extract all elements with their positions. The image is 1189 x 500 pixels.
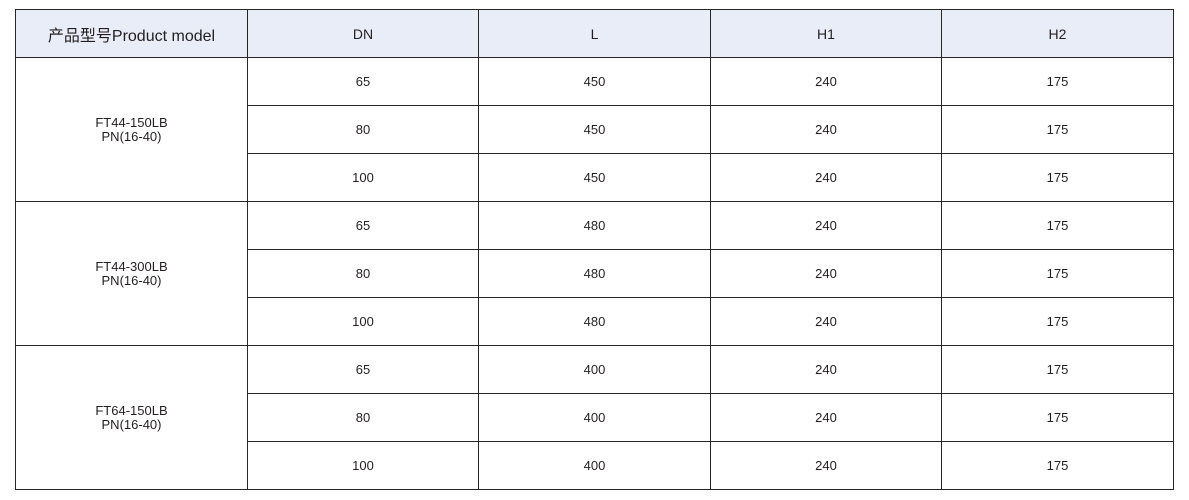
cell-h1: 240: [710, 105, 942, 154]
cell-l: 450: [478, 57, 711, 106]
cell-dn: 100: [247, 441, 479, 490]
pressure-rating: PN(16-40): [101, 416, 162, 432]
model-name: FT64-150LB: [95, 402, 168, 418]
table-row: FT44-300LB PN(16-40) 65 480 240 175: [15, 201, 1174, 346]
header-l: L: [478, 9, 711, 58]
cell-l: 480: [478, 249, 711, 298]
cell-h1: 240: [710, 249, 942, 298]
table-row: FT64-150LB PN(16-40) 65 400 240 175: [15, 345, 1174, 490]
header-product-model: 产品型号Product model: [15, 9, 248, 58]
cell-h1: 240: [710, 201, 942, 250]
cell-h1: 240: [710, 441, 942, 490]
pressure-rating: PN(16-40): [101, 128, 162, 144]
table-row: 100 400 240 175: [16, 441, 1174, 490]
cell-l: 400: [478, 393, 711, 442]
cell-h2: 175: [941, 153, 1174, 202]
cell-dn: 65: [247, 345, 479, 394]
model-name: FT44-300LB: [95, 258, 168, 274]
cell-h1: 240: [710, 57, 942, 106]
product-dimensions-table: 产品型号Product model DN L H1 H2 FT44-150LB P…: [15, 9, 1174, 490]
header-row: 产品型号Product model DN L H1 H2: [15, 9, 1174, 58]
cell-dn: 80: [247, 393, 479, 442]
model-name: FT44-150LB: [95, 114, 168, 130]
product-model-cell: FT44-300LB PN(16-40): [15, 201, 248, 346]
cell-h1: 240: [710, 345, 942, 394]
cell-l: 400: [478, 441, 711, 490]
cell-l: 480: [478, 297, 711, 346]
table-body: FT44-150LB PN(16-40) 65 450 240 175 80 450 240 17…: [15, 57, 1174, 490]
cell-h2: 175: [941, 249, 1174, 298]
cell-h1: 240: [710, 393, 942, 442]
cell-dn: 100: [247, 153, 479, 202]
header-h2: H2: [941, 9, 1174, 58]
cell-dn: 65: [247, 201, 479, 250]
cell-l: 450: [478, 105, 711, 154]
table-row: FT44-150LB PN(16-40) 65 450 240 175: [15, 57, 1174, 202]
cell-h2: 175: [941, 57, 1174, 106]
cell-dn: 80: [247, 249, 479, 298]
table-row: 80 450 240 175: [16, 105, 1174, 154]
header-h1: H1: [710, 9, 942, 58]
product-model-cell: FT44-150LB PN(16-40): [15, 57, 248, 202]
pressure-rating: PN(16-40): [101, 272, 162, 288]
cell-dn: 100: [247, 297, 479, 346]
cell-h2: 175: [941, 105, 1174, 154]
cell-l: 480: [478, 201, 711, 250]
product-model-cell: FT64-150LB PN(16-40): [15, 345, 248, 490]
cell-h2: 175: [941, 297, 1174, 346]
cell-dn: 65: [247, 57, 479, 106]
table-row: 80 400 240 175: [16, 393, 1174, 442]
cell-dn: 80: [247, 105, 479, 154]
table-row: 80 480 240 175: [16, 249, 1174, 298]
cell-l: 450: [478, 153, 711, 202]
header-dn: DN: [247, 9, 479, 58]
cell-h1: 240: [710, 153, 942, 202]
cell-h2: 175: [941, 201, 1174, 250]
cell-h2: 175: [941, 345, 1174, 394]
table-row: 100 480 240 175: [16, 297, 1174, 346]
table-row: 100 450 240 175: [16, 153, 1174, 202]
cell-h1: 240: [710, 297, 942, 346]
cell-l: 400: [478, 345, 711, 394]
cell-h2: 175: [941, 441, 1174, 490]
cell-h2: 175: [941, 393, 1174, 442]
